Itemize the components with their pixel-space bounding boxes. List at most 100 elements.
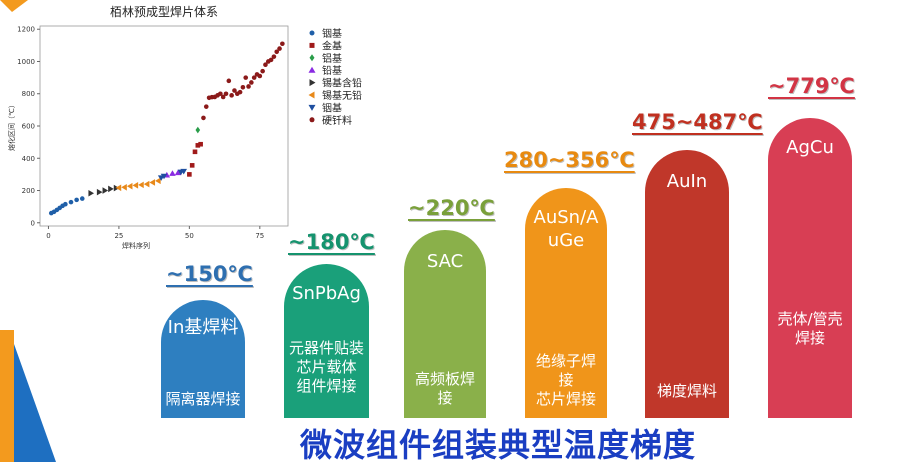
data-point (74, 197, 79, 203)
data-point (180, 168, 188, 175)
solder-application: 隔离器焊接 (165, 390, 241, 408)
data-point (263, 62, 268, 68)
legend-entry: 铟基 (322, 101, 342, 114)
data-point (277, 46, 282, 51)
data-point (174, 169, 182, 176)
solder-pill-auin: AuIn 梯度焊料 (645, 150, 729, 418)
solder-application: 壳体/管壳焊接 (777, 310, 843, 347)
data-point (271, 54, 277, 59)
data-point (195, 143, 201, 148)
data-point (201, 115, 206, 121)
solder-pill-in-based: In基焊料隔离器焊接 (161, 300, 245, 418)
x-tick-label: 50 (185, 232, 194, 240)
data-point (226, 78, 232, 84)
corner-decoration-bottom (0, 330, 56, 462)
data-point (223, 91, 229, 97)
data-point (195, 126, 201, 134)
solder-pill-snpbag: SnPbAg 元器件贴装 芯片载体 组件焊接 (284, 264, 369, 418)
data-point (155, 177, 161, 185)
data-point (68, 199, 74, 205)
data-point (280, 41, 285, 47)
legend-marker (309, 79, 316, 87)
y-tick-label: 0 (31, 219, 35, 227)
y-tick-label: 1200 (17, 26, 35, 34)
chart-svg: 栢林预成型焊片体系 0 25 50 75 0 200 400 600 800 1000 1200 焊料序… (7, 4, 362, 250)
data-point (237, 89, 243, 95)
data-point (115, 184, 122, 192)
legend-marker (309, 30, 315, 36)
data-point (229, 93, 234, 98)
temperature-label-agcu: ~779℃ (768, 74, 855, 98)
data-point (169, 170, 176, 176)
legend-marker (309, 117, 315, 123)
legend-marker (309, 54, 315, 62)
legend-entry: 锡基无铅 (322, 89, 362, 102)
data-point (243, 75, 249, 80)
solder-application: 高频板焊接 (414, 370, 475, 407)
data-point (218, 91, 223, 97)
solder-name: In基焊料 (167, 317, 239, 338)
solder-pill-agcu: AgCu 壳体/管壳焊接 (768, 118, 852, 418)
solder-name: SAC (426, 251, 464, 272)
data-point (232, 88, 237, 93)
legend-marker (308, 104, 316, 111)
melting-range-chart: 栢林预成型焊片体系 0 25 50 75 0 200 400 600 800 1000 1200 焊料序… (0, 0, 380, 262)
x-tick-label: 75 (255, 232, 264, 240)
solder-name: AuSn/AuGe (533, 207, 599, 251)
plot-frame (39, 25, 289, 227)
y-tick-label: 600 (22, 123, 35, 131)
legend-entry: 锡基含铅 (322, 77, 362, 90)
data-point (88, 189, 95, 197)
y-tick-label: 800 (22, 90, 35, 98)
x-axis-label: 焊料序列 (122, 241, 150, 250)
data-point (138, 181, 144, 189)
solder-name: SnPbAg (292, 283, 361, 304)
data-point (187, 172, 192, 177)
data-point (143, 180, 150, 188)
data-point (102, 187, 109, 194)
legend-entry: 铅基 (322, 64, 342, 77)
data-point (96, 188, 103, 196)
data-point (149, 179, 156, 186)
data-point (160, 173, 168, 180)
data-point (251, 75, 257, 80)
data-point (63, 201, 68, 207)
legend-entry: 铝基 (322, 52, 342, 65)
solder-application: 梯度焊料 (656, 382, 717, 400)
x-tick-label: 0 (46, 232, 50, 240)
data-point (192, 149, 198, 155)
y-tick-label: 200 (22, 187, 35, 195)
legend-entry: 金基 (322, 39, 342, 52)
y-tick-label: 1000 (17, 58, 35, 66)
data-point (257, 73, 263, 79)
corner-decoration-top (0, 0, 28, 12)
data-point (246, 84, 251, 89)
data-point (260, 68, 265, 74)
data-point (249, 80, 254, 85)
data-point (132, 182, 139, 189)
legend-marker (308, 91, 315, 99)
y-axis-label: 熔化区间（℃） (7, 101, 16, 151)
legend-entry: 铟基 (322, 27, 342, 40)
data-point (108, 185, 114, 193)
page-title: 微波组件组装典型温度梯度 (300, 426, 697, 464)
temperature-label-sac: ~220℃ (408, 196, 495, 220)
temperature-label-in-based: ~150℃ (166, 262, 253, 286)
legend-marker (308, 66, 316, 73)
temperature-label-snpbag: ~180℃ (288, 230, 375, 254)
solder-application: 元器件贴装 芯片载体 组件焊接 (288, 339, 364, 395)
solder-name: AgCu (786, 137, 834, 158)
x-tick-label: 25 (114, 232, 123, 240)
chart-title: 栢林预成型焊片体系 (110, 4, 218, 19)
solder-application: 绝缘子焊接 芯片焊接 (535, 352, 596, 408)
data-point (203, 104, 209, 109)
temperature-label-ausn-auge: 280~356℃ (504, 148, 635, 172)
data-point (240, 84, 246, 90)
data-point (126, 182, 133, 190)
data-point (189, 163, 195, 168)
temperature-label-auin: 475~487℃ (632, 110, 763, 134)
data-point (79, 196, 85, 201)
solder-pill-sac: SAC 高频板焊接 (404, 230, 486, 418)
legend-entry: 硬钎料 (322, 114, 352, 127)
solder-pill-ausn-auge: AuSn/AuGe 绝缘子焊接 芯片焊接 (525, 188, 607, 418)
